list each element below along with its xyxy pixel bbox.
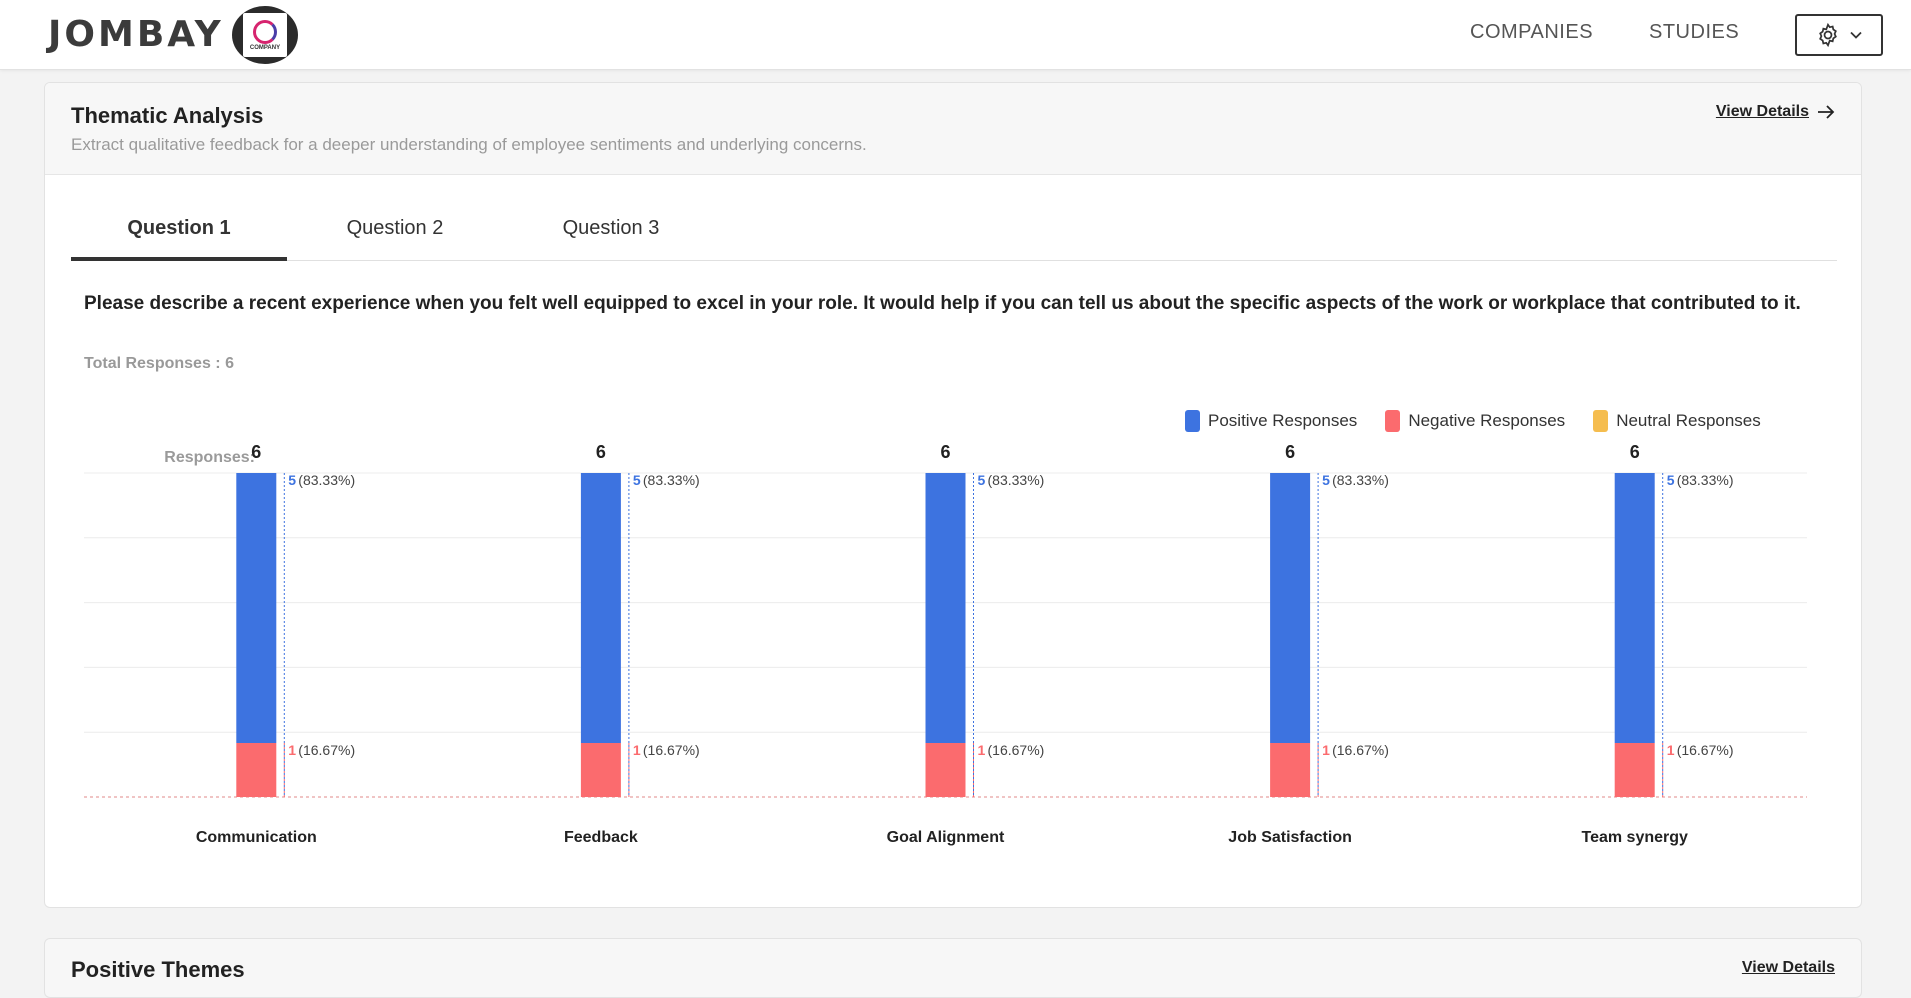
bar-segment-positive: [925, 473, 966, 743]
tab-question-3[interactable]: Question 3: [562, 217, 660, 239]
positive-themes-title: Positive Themes: [71, 957, 245, 982]
bar-total-label: 6: [940, 442, 950, 462]
bar-percent-label: (16.67%): [1332, 742, 1389, 758]
question-tabs: Question 1 Question 2 Question 3: [71, 201, 1837, 261]
bar-total-label: 6: [596, 442, 606, 462]
legend-label-neutral: Neutral Responses: [1616, 411, 1761, 430]
card-title: Thematic Analysis: [71, 103, 264, 128]
category-label: Team synergy: [1581, 829, 1688, 846]
bar-segment-negative: [1614, 743, 1655, 797]
bar-percent-label: (16.67%): [298, 742, 355, 758]
bar-value-label: 5: [1322, 472, 1330, 488]
chevron-down-icon: [1850, 31, 1862, 39]
thematic-analysis-card: Thematic Analysis Extract qualitative fe…: [44, 82, 1862, 908]
view-details-label: View Details: [1715, 103, 1809, 120]
view-details-link[interactable]: View Details: [1716, 103, 1835, 121]
legend-swatch-positive: [1185, 410, 1200, 432]
bar-segment-positive: [236, 473, 277, 743]
bar-segment-positive: [580, 473, 621, 743]
stacked-bar-chart: Responses:61 (16.67%)5 (83.33%)Communicati…: [84, 442, 1807, 846]
bar-total-label: 6: [1630, 442, 1640, 462]
bar-total-label: 6: [251, 442, 261, 462]
company-logo-text: COMPANY: [249, 44, 281, 51]
bar-value-label: 1: [633, 742, 641, 758]
bar-value-label: 5: [978, 472, 986, 488]
card-header: Thematic Analysis Extract qualitative fe…: [45, 83, 1861, 175]
bar-segment-negative: [236, 743, 277, 797]
category-label: Communication: [196, 829, 317, 846]
jombay-logo[interactable]: JOMBAY: [48, 14, 224, 55]
bar-percent-label: (83.33%): [1677, 472, 1734, 488]
bar-segment-negative: [925, 743, 966, 797]
top-navigation-bar: JOMBAY COMPANY COMPANIES STUDIES: [0, 0, 1911, 70]
nav-studies-link[interactable]: STUDIES: [1649, 21, 1740, 43]
question-text: Please describe a recent experience when…: [84, 293, 1801, 314]
bar-percent-label: (83.33%): [298, 472, 355, 488]
legend-negative[interactable]: Negative Responses: [1385, 410, 1565, 432]
bar-segment-negative: [1270, 743, 1311, 797]
bar-percent-label: (16.67%): [643, 742, 700, 758]
arrow-right-icon: [1818, 105, 1835, 119]
company-mark-icon: [253, 19, 277, 44]
legend-label-positive: Positive Responses: [1208, 411, 1358, 430]
legend-positive[interactable]: Positive Responses: [1185, 410, 1357, 432]
bar-value-label: 1: [978, 742, 986, 758]
nav-companies-link[interactable]: COMPANIES: [1470, 21, 1594, 43]
bar-value-label: 1: [1322, 742, 1330, 758]
bar-value-label: 5: [1667, 472, 1675, 488]
bar-value-label: 1: [288, 742, 296, 758]
bar-percent-label: (16.67%): [988, 742, 1045, 758]
company-logo-badge: COMPANY: [243, 13, 287, 57]
bar-value-label: 5: [288, 472, 296, 488]
bar-percent-label: (83.33%): [988, 472, 1045, 488]
bar-segment-negative: [580, 743, 621, 797]
card-subtitle: Extract qualitative feedback for a deepe…: [71, 135, 867, 154]
legend-label-negative: Negative Responses: [1408, 411, 1566, 430]
legend-neutral[interactable]: Neutral Responses: [1593, 410, 1761, 432]
tab-question-2[interactable]: Question 2: [346, 217, 444, 239]
category-label: Feedback: [564, 829, 638, 846]
category-label: Goal Alignment: [887, 829, 1005, 846]
bar-percent-label: (83.33%): [643, 472, 700, 488]
total-responses: Total Responses : 6: [84, 355, 234, 372]
positive-themes-card: Positive Themes View Details: [44, 938, 1862, 998]
bar-value-label: 5: [633, 472, 641, 488]
category-label: Job Satisfaction: [1228, 829, 1352, 846]
chart-legend: Positive Responses Negative Responses Ne…: [1185, 410, 1761, 432]
bar-value-label: 1: [1667, 742, 1675, 758]
legend-swatch-negative: [1385, 410, 1401, 432]
bar-total-label: 6: [1285, 442, 1295, 462]
logo-text: JOMBAY: [48, 14, 224, 55]
bar-percent-label: (83.33%): [1332, 472, 1389, 488]
legend-swatch-neutral: [1593, 410, 1609, 432]
company-logo[interactable]: COMPANY: [232, 6, 298, 64]
positive-themes-view-details[interactable]: View Details: [1741, 959, 1835, 976]
gear-icon: [1819, 22, 1837, 48]
tab-question-1[interactable]: Question 1: [71, 217, 287, 261]
bar-segment-positive: [1614, 473, 1655, 743]
bar-percent-label: (16.67%): [1677, 742, 1734, 758]
settings-dropdown-button[interactable]: [1795, 14, 1883, 56]
bar-segment-positive: [1270, 473, 1311, 743]
responses-label: Responses:: [164, 449, 255, 466]
